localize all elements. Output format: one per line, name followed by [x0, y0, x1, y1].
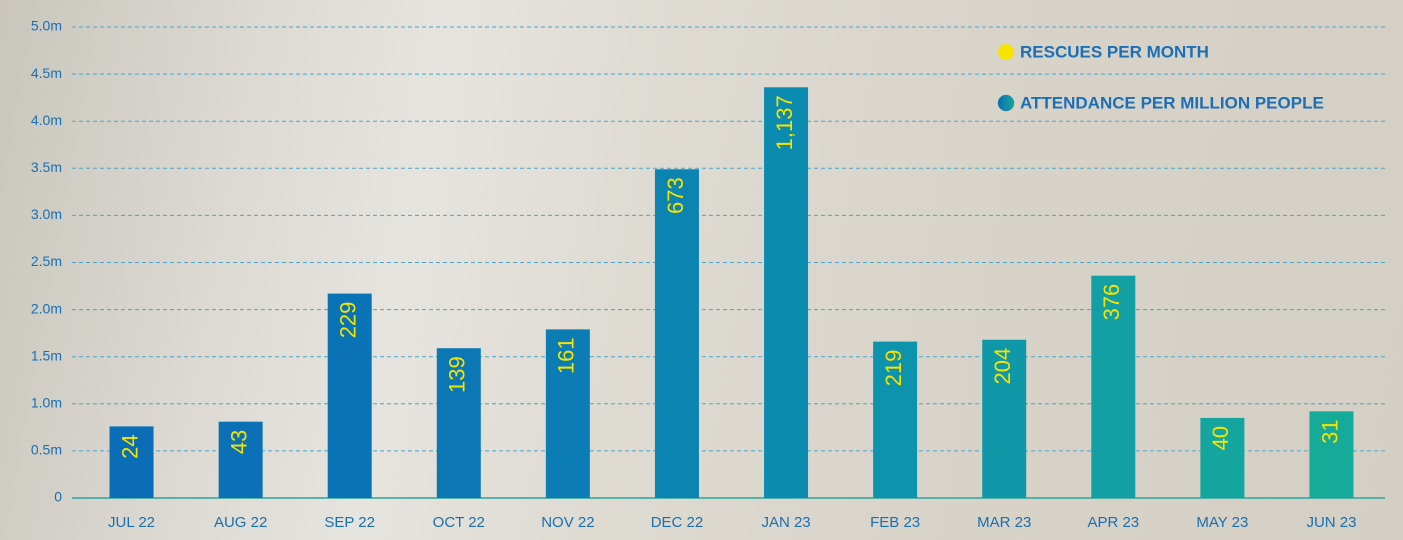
- data-label: 139: [445, 356, 470, 393]
- y-tick-label: 3.0m: [31, 206, 62, 222]
- x-tick-label: JAN 23: [761, 514, 810, 531]
- y-tick-label: 5.0m: [31, 18, 62, 34]
- data-label: 204: [990, 348, 1015, 385]
- y-tick-label: 4.0m: [31, 112, 62, 128]
- bar: [982, 339, 1027, 498]
- bar: [109, 426, 154, 498]
- legend-swatch: [997, 94, 1015, 112]
- data-label: 43: [226, 430, 251, 454]
- legend-label: ATTENDANCE PER MILLION PEOPLE: [1020, 93, 1324, 112]
- y-tick-label: 0.5m: [31, 442, 62, 458]
- y-tick-label: 1.5m: [31, 347, 62, 363]
- x-tick-label: OCT 22: [433, 514, 485, 531]
- legend-swatch: [998, 44, 1014, 60]
- bar: [654, 169, 699, 498]
- x-tick-label: JUN 23: [1306, 514, 1356, 531]
- x-tick-label: AUG 22: [214, 514, 267, 531]
- data-label: 40: [1208, 426, 1233, 450]
- y-tick-label: 0: [54, 489, 62, 505]
- data-label: 1,137: [772, 95, 797, 150]
- data-label: 376: [1099, 284, 1124, 321]
- y-tick-label: 1.0m: [31, 395, 62, 411]
- x-tick-label: NOV 22: [541, 514, 594, 531]
- x-tick-label: MAY 23: [1196, 514, 1248, 531]
- x-tick-label: APR 23: [1087, 514, 1139, 531]
- bar: [1091, 275, 1136, 498]
- bar: [1200, 417, 1245, 498]
- legend-label: RESCUES PER MONTH: [1020, 42, 1209, 61]
- data-label: 24: [117, 434, 142, 458]
- data-label: 161: [554, 337, 579, 374]
- x-tick-label: FEB 23: [870, 514, 920, 531]
- bar: [545, 329, 590, 498]
- bar: [218, 421, 263, 498]
- data-label: 219: [881, 350, 906, 387]
- data-label: 229: [336, 302, 361, 339]
- y-tick-label: 2.0m: [31, 300, 62, 316]
- data-label: 673: [663, 177, 688, 214]
- x-tick-label: JUL 22: [108, 514, 155, 531]
- y-tick-label: 2.5m: [31, 253, 62, 269]
- bar: [873, 341, 918, 498]
- bar: [1309, 411, 1354, 498]
- y-tick-label: 3.5m: [31, 159, 62, 175]
- bar: [436, 348, 481, 498]
- y-tick-label: 4.5m: [31, 65, 62, 81]
- x-tick-label: SEP 22: [324, 514, 375, 531]
- x-tick-label: DEC 22: [651, 514, 704, 531]
- x-tick-label: MAR 23: [977, 514, 1031, 531]
- data-label: 31: [1317, 419, 1342, 443]
- bar: [327, 293, 372, 498]
- bar: [764, 87, 809, 499]
